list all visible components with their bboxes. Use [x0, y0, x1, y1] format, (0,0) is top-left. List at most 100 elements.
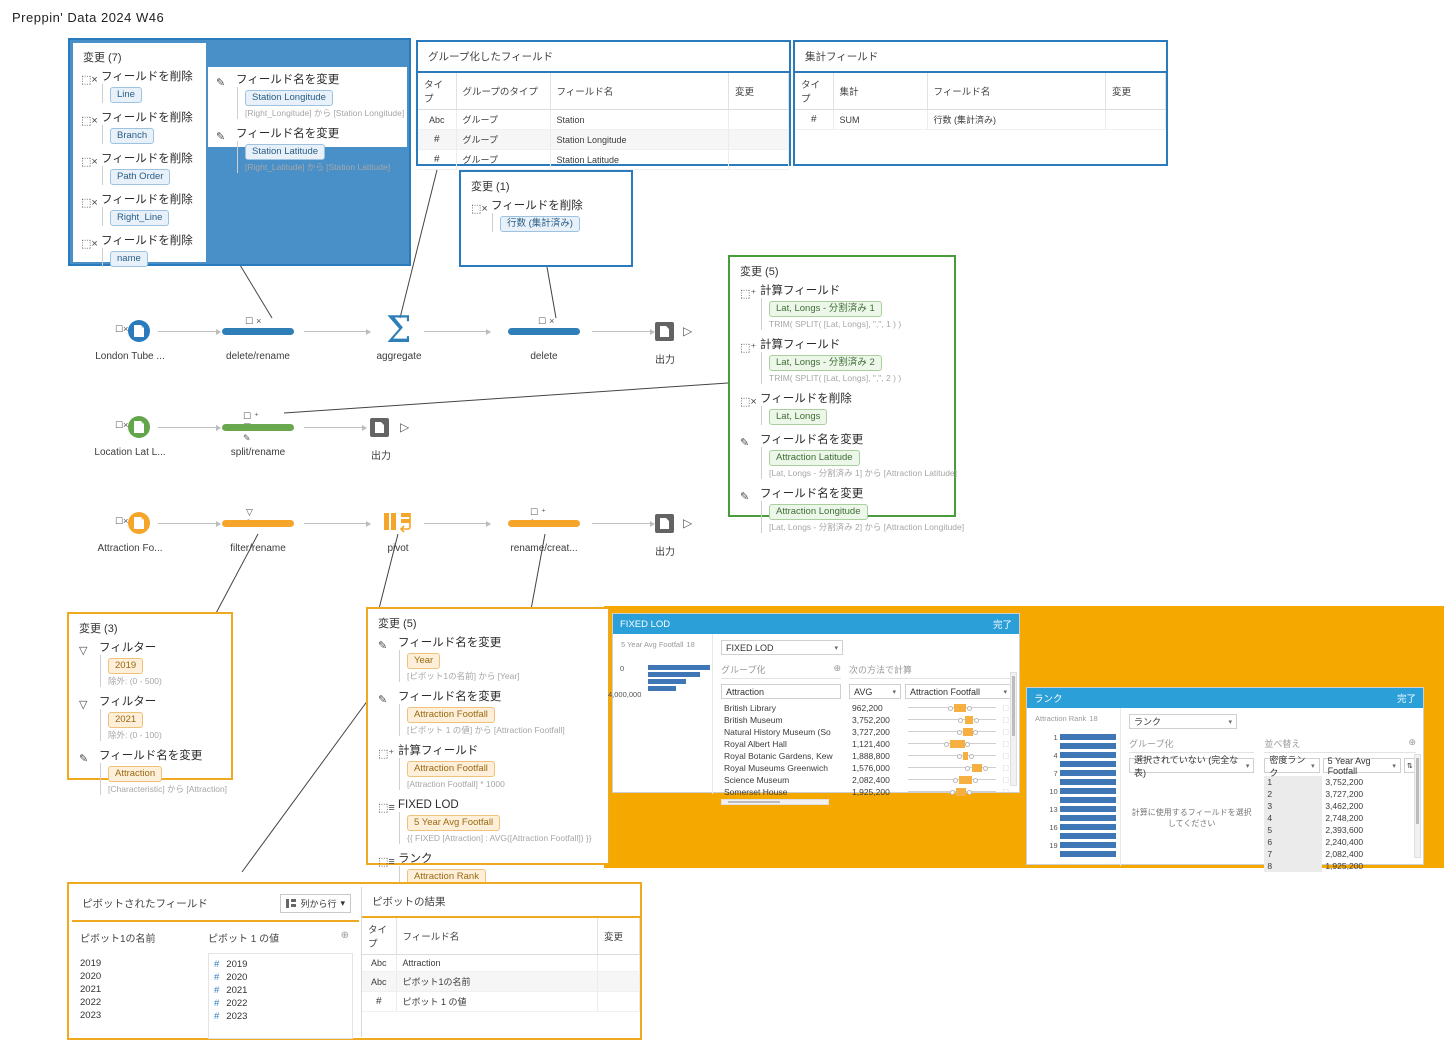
field-pill[interactable]: Station Latitude — [245, 144, 326, 160]
step-node-delete-rename[interactable] — [222, 328, 294, 335]
table-row[interactable]: Abc Attraction — [362, 954, 640, 972]
exclude-icon[interactable]: ⬚ — [1002, 741, 1009, 748]
list-item[interactable]: 1,576,000 ⬚ — [849, 762, 1012, 774]
list-item[interactable]: Natural History Museum (So — [721, 726, 841, 738]
list-item[interactable]: 1,925,200 ⬚ — [849, 786, 1012, 798]
plus-icon[interactable]: ⊕ — [1408, 737, 1416, 747]
table-row[interactable]: 1 3,752,200 — [1264, 776, 1416, 788]
pivot-value-item[interactable]: #2022 — [214, 998, 248, 1009]
output-node[interactable] — [370, 418, 389, 437]
field-pill[interactable]: Branch — [110, 128, 155, 144]
field-pill[interactable]: Path Order — [110, 169, 171, 185]
step-node-filter-rename[interactable] — [222, 520, 294, 527]
list-item[interactable]: Royal Museums Greenwich — [721, 762, 841, 774]
table-row[interactable]: 7 2,082,400 — [1264, 848, 1416, 860]
field-pill[interactable]: Year — [407, 653, 441, 669]
table-row[interactable]: # SUM 行数 (集計済み) — [795, 109, 1166, 130]
field-pill[interactable]: 2019 — [108, 658, 144, 674]
pivot-value-item[interactable]: #2019 — [214, 959, 248, 970]
source-node-london-tube[interactable] — [128, 320, 150, 342]
field-pill[interactable]: Attraction — [108, 766, 163, 782]
pivot-node[interactable] — [384, 511, 414, 533]
pivot-mode-button[interactable]: 列から行 ▾ — [280, 894, 351, 913]
table-row[interactable]: Abc グループ Station — [418, 109, 789, 130]
pivot-name-item[interactable]: 2020 — [80, 971, 102, 982]
source-node-attraction-footfall[interactable] — [128, 512, 150, 534]
aggregate-node[interactable]: Σ — [386, 310, 412, 351]
pivot-name-item[interactable]: 2021 — [80, 984, 102, 995]
done-button[interactable]: 完了 — [1396, 694, 1416, 705]
field-pill[interactable]: Line — [110, 87, 142, 103]
field-pill[interactable]: Lat, Longs - 分割済み 1 — [769, 301, 882, 317]
exclude-icon[interactable]: ⬚ — [1002, 717, 1009, 724]
field-pill[interactable]: Right_Line — [110, 210, 170, 226]
rank-method-select[interactable]: 密度ランク ▾ — [1264, 755, 1320, 778]
exclude-icon[interactable]: ⬚ — [1002, 753, 1009, 760]
list-item[interactable]: 2,082,400 ⬚ — [849, 774, 1012, 786]
field-pill[interactable]: Lat, Longs - 分割済み 2 — [769, 355, 882, 371]
rank-vscrollbar[interactable] — [1414, 754, 1421, 858]
list-item[interactable]: Royal Botanic Gardens, Kew — [721, 750, 841, 762]
rank-type-select[interactable]: ランク ▾ — [1129, 714, 1237, 729]
list-item[interactable]: British Library — [721, 702, 841, 714]
table-row[interactable]: 5 2,393,600 — [1264, 824, 1416, 836]
field-pill[interactable]: Attraction Latitude — [769, 450, 860, 466]
list-item[interactable]: 3,752,200 ⬚ — [849, 714, 1012, 726]
table-row[interactable]: 6 2,240,400 — [1264, 836, 1416, 848]
field-pill[interactable]: Station Longitude — [245, 90, 333, 106]
step-node-split-rename[interactable] — [222, 424, 294, 431]
field-pill[interactable]: 5 Year Avg Footfall — [407, 815, 501, 831]
source-node-location-lat-long[interactable] — [128, 416, 150, 438]
field-pill[interactable]: Lat, Longs — [769, 409, 828, 425]
table-row[interactable]: 2 3,727,200 — [1264, 788, 1416, 800]
output-node[interactable] — [655, 322, 674, 341]
field-pill[interactable]: 2021 — [108, 712, 144, 728]
lod-vscrollbar[interactable] — [1010, 672, 1017, 786]
table-row[interactable]: Abc ピボット1の名前 — [362, 971, 640, 992]
exclude-icon[interactable]: ⬚ — [1002, 777, 1009, 784]
exclude-icon[interactable]: ⬚ — [1002, 765, 1009, 772]
run-flow-icon[interactable]: ▷ — [400, 420, 410, 434]
plus-icon[interactable]: ⊕ — [833, 663, 841, 673]
output-node[interactable] — [655, 514, 674, 533]
table-row[interactable]: 3 3,462,200 — [1264, 800, 1416, 812]
exclude-icon[interactable]: ⬚ — [1002, 729, 1009, 736]
exclude-icon[interactable]: ⬚ — [1002, 705, 1009, 712]
done-button[interactable]: 完了 — [992, 620, 1012, 631]
plus-icon[interactable]: ⊕ — [340, 930, 349, 941]
list-item[interactable]: Somerset House — [721, 786, 841, 798]
list-item[interactable]: 962,200 ⬚ — [849, 702, 1012, 714]
run-flow-icon[interactable]: ▷ — [683, 516, 693, 530]
lod-agg-select[interactable]: AVG ▾ — [849, 684, 901, 699]
step-node-rename-create[interactable] — [508, 520, 580, 527]
list-item[interactable]: British Museum — [721, 714, 841, 726]
list-item[interactable]: 3,727,200 ⬚ — [849, 726, 1012, 738]
lod-agg-field[interactable]: Attraction Footfall ▾ — [905, 684, 1012, 699]
list-item[interactable]: 1,121,400 ⬚ — [849, 738, 1012, 750]
table-row[interactable]: 4 2,748,200 — [1264, 812, 1416, 824]
rank-group-select[interactable]: 選択されていない (完全な表) ▾ — [1129, 755, 1255, 778]
field-pill[interactable]: name — [110, 251, 148, 267]
run-flow-icon[interactable]: ▷ — [683, 324, 693, 338]
table-row[interactable]: 8 1,925,200 — [1264, 860, 1416, 872]
pivot-name-item[interactable]: 2022 — [80, 997, 102, 1008]
pivot-name-item[interactable]: 2023 — [80, 1010, 102, 1021]
list-item[interactable]: 1,888,800 ⬚ — [849, 750, 1012, 762]
pivot-name-item[interactable]: 2019 — [80, 958, 102, 969]
pivot-value-item[interactable]: #2023 — [214, 1011, 248, 1022]
pivot-value-item[interactable]: #2020 — [214, 972, 248, 983]
lod-group-field[interactable]: Attraction — [721, 684, 841, 699]
table-row[interactable]: # ピボット 1 の値 — [362, 991, 640, 1012]
table-row[interactable]: # グループ Station Latitude — [418, 149, 789, 170]
field-pill[interactable]: Attraction Footfall — [407, 707, 495, 723]
lod-type-select[interactable]: FIXED LOD ▾ — [721, 640, 843, 655]
list-item[interactable]: Science Museum — [721, 774, 841, 786]
lod-hscrollbar[interactable] — [721, 799, 829, 805]
field-pill[interactable]: Attraction Footfall — [407, 761, 495, 777]
table-row[interactable]: # グループ Station Longitude — [418, 129, 789, 150]
field-pill[interactable]: 行数 (集計済み) — [500, 216, 580, 232]
field-pill[interactable]: Attraction Longitude — [769, 504, 868, 520]
list-item[interactable]: Royal Albert Hall — [721, 738, 841, 750]
step-node-delete[interactable] — [508, 328, 580, 335]
pivot-value-item[interactable]: #2021 — [214, 985, 248, 996]
